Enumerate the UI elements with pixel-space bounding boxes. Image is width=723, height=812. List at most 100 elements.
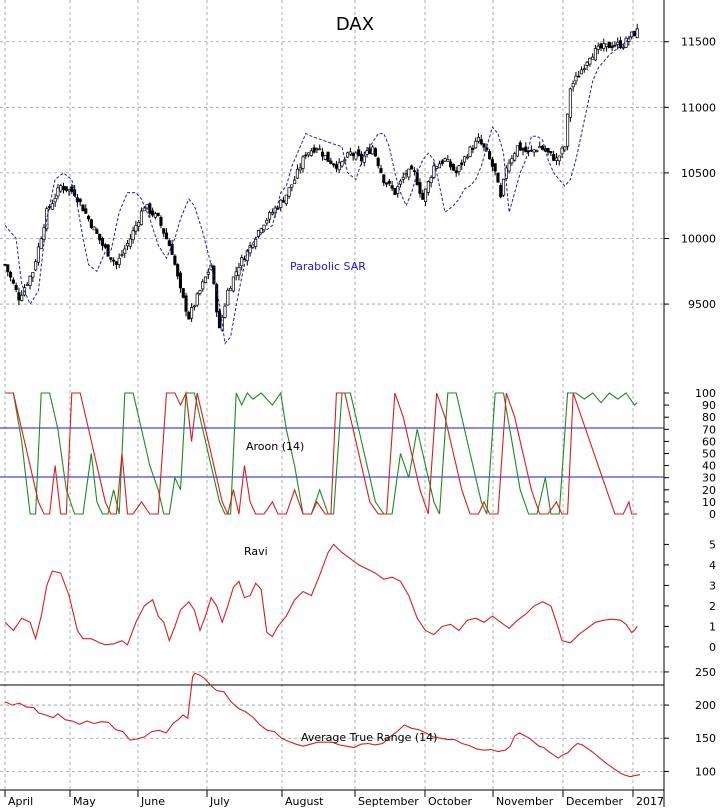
sar-annotation: Parabolic SAR bbox=[290, 260, 366, 273]
y-tick-label: 3 bbox=[709, 579, 716, 592]
y-tick-label: 60 bbox=[702, 435, 716, 448]
candle-body bbox=[357, 149, 361, 156]
candle-body bbox=[217, 310, 222, 329]
y-tick-label: 0 bbox=[709, 508, 716, 521]
candle-body bbox=[451, 163, 455, 171]
candle-body bbox=[415, 172, 419, 186]
candle-body bbox=[139, 210, 144, 225]
candle-body bbox=[176, 264, 180, 277]
candle-body bbox=[14, 285, 18, 290]
candle-body bbox=[549, 151, 553, 154]
x-tick-label: 2017 bbox=[636, 795, 664, 807]
atr-title: Average True Range (14) bbox=[301, 731, 437, 744]
candle-body bbox=[145, 204, 149, 209]
candle-body bbox=[574, 75, 578, 82]
candle-body bbox=[50, 203, 54, 210]
candle-body bbox=[31, 272, 35, 278]
candle-body bbox=[312, 147, 316, 153]
candle-body bbox=[546, 147, 550, 153]
candle-body bbox=[184, 295, 188, 312]
candle-body bbox=[332, 163, 336, 166]
candle-body bbox=[100, 238, 105, 246]
candle-body bbox=[518, 142, 522, 151]
candle-body bbox=[167, 240, 171, 247]
candle-body bbox=[87, 215, 91, 220]
candle-body bbox=[510, 158, 514, 164]
candle-body bbox=[326, 151, 330, 162]
candle-body bbox=[476, 136, 481, 142]
candle-body bbox=[376, 157, 380, 167]
candle-body bbox=[501, 178, 506, 196]
candle-body bbox=[70, 186, 74, 192]
grid bbox=[0, 0, 664, 790]
candle-body bbox=[42, 227, 46, 240]
y-tick-label: 20 bbox=[702, 484, 716, 497]
candle-body bbox=[479, 139, 483, 145]
candle-body bbox=[454, 170, 458, 174]
candle-body bbox=[162, 228, 166, 234]
candle-body bbox=[117, 257, 121, 265]
candle-body bbox=[382, 174, 386, 184]
candle-body bbox=[17, 292, 21, 301]
candle-body bbox=[346, 152, 350, 158]
y-tick-label: 5 bbox=[709, 538, 716, 551]
candle-body bbox=[187, 311, 191, 320]
candle-body bbox=[156, 212, 160, 217]
x-tick-label: May bbox=[73, 795, 96, 807]
candle-body bbox=[610, 45, 614, 48]
candle-body bbox=[304, 154, 308, 157]
ravi-series-0 bbox=[4, 543, 638, 646]
candle-body bbox=[393, 188, 397, 195]
candle-body bbox=[234, 271, 238, 277]
candle-body bbox=[401, 176, 405, 180]
candle-body bbox=[301, 156, 305, 169]
y-tick-label: 11500 bbox=[681, 36, 716, 49]
candle-body bbox=[181, 288, 185, 298]
candle-body bbox=[36, 246, 40, 263]
y-tick-label: 200 bbox=[695, 699, 716, 712]
candle-body bbox=[560, 147, 564, 155]
y-tick-label: 30 bbox=[702, 472, 716, 485]
candle-body bbox=[3, 263, 7, 266]
aroon-series-1 bbox=[5, 390, 638, 516]
candle-body bbox=[237, 267, 241, 276]
x-tick-label: June bbox=[140, 795, 165, 807]
candle-body bbox=[471, 148, 475, 150]
candle-body bbox=[248, 245, 252, 254]
candle-body bbox=[493, 163, 497, 172]
candle-body bbox=[488, 151, 492, 160]
candle-body bbox=[151, 210, 155, 216]
x-tick-label: April bbox=[8, 795, 33, 807]
candle-body bbox=[446, 159, 450, 162]
candle-body bbox=[56, 187, 60, 197]
candle-body bbox=[515, 145, 520, 157]
candle-body bbox=[84, 208, 88, 214]
y-tick-label: 150 bbox=[695, 732, 716, 745]
candle-body bbox=[365, 150, 369, 155]
candle-body bbox=[474, 140, 478, 149]
candle-body bbox=[337, 162, 341, 171]
candle-body bbox=[577, 75, 581, 78]
candle-body bbox=[613, 44, 617, 47]
candle-body bbox=[398, 180, 403, 185]
candle-body bbox=[482, 143, 486, 148]
candle-body bbox=[618, 40, 623, 49]
candle-body bbox=[323, 154, 327, 160]
panel-separators bbox=[0, 0, 665, 807]
candle-body bbox=[465, 156, 469, 159]
candle-body bbox=[20, 294, 24, 301]
candle-body bbox=[131, 230, 135, 241]
candle-body bbox=[412, 170, 416, 172]
candle-body bbox=[226, 289, 230, 306]
candle-body bbox=[390, 185, 394, 189]
candle-body bbox=[532, 149, 536, 153]
x-tick-label: November bbox=[496, 795, 554, 807]
aroon-lines bbox=[5, 390, 638, 516]
candle-body bbox=[624, 37, 628, 48]
x-tick-label: December bbox=[566, 795, 624, 807]
y-tick-label: 10 bbox=[702, 496, 716, 509]
y-tick-label: 2 bbox=[709, 600, 716, 613]
candle-body bbox=[159, 217, 163, 226]
candle-body bbox=[123, 248, 127, 254]
